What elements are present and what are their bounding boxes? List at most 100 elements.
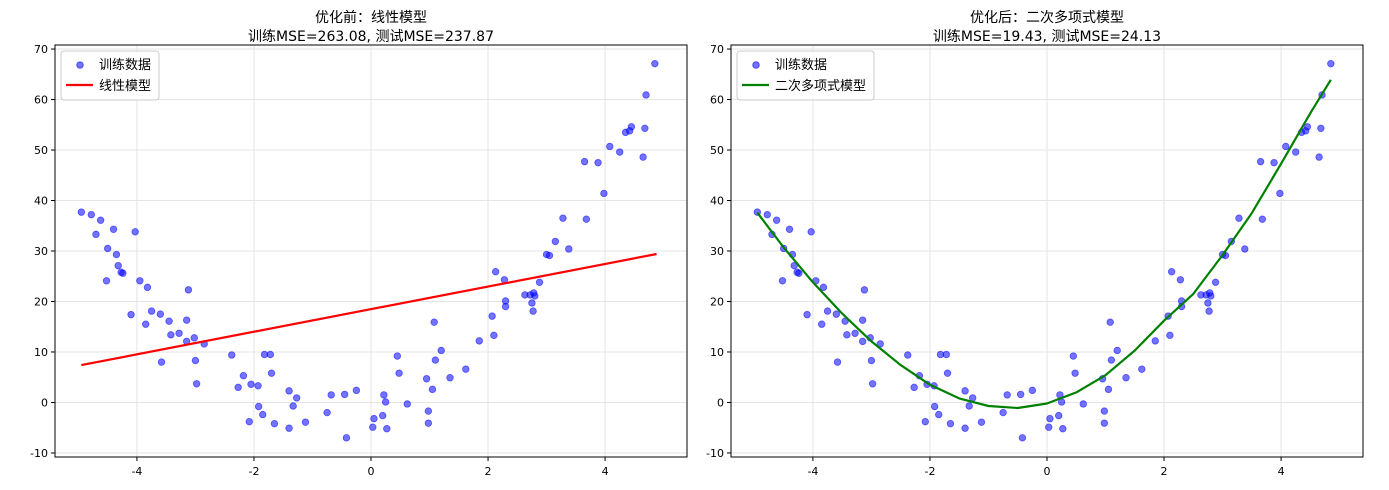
right-data-point (921, 417, 929, 426)
left-data-point (127, 310, 135, 319)
left-data-point (192, 380, 201, 388)
left-data-point (594, 158, 602, 167)
left-data-point (289, 402, 297, 410)
right-legend-scatter-label: 训练数据 (775, 58, 827, 73)
left-data-point (639, 153, 647, 161)
left-legend-line-label: 线性模型 (99, 79, 151, 94)
right-data-point (772, 216, 781, 224)
left-data-point (430, 318, 438, 326)
right-legend-box (736, 50, 875, 101)
right-data-point (930, 402, 939, 411)
right-model-line (756, 79, 1332, 410)
left-data-point (301, 418, 310, 426)
right-data-point (1138, 365, 1146, 373)
right-chart-panel: 优化后：二次多项式模型 训练MSE=19.43, 测试MSE=24.13 -4-… (706, 9, 1364, 478)
right-data-point (1282, 142, 1290, 151)
right-data-point (942, 350, 951, 359)
left-y-tick-label: 10 (34, 346, 48, 359)
right-data-point (1104, 385, 1113, 394)
left-y-tick-label: 30 (34, 245, 48, 258)
right-data-point (823, 307, 832, 315)
left-data-point (383, 425, 391, 433)
left-data-point (131, 228, 139, 236)
right-data-point (1003, 391, 1011, 399)
left-data-point (136, 277, 144, 285)
left-data-point (285, 424, 293, 432)
left-data-point (147, 307, 156, 315)
left-data-point (528, 299, 536, 307)
right-data-point (965, 402, 973, 410)
right-x-tick-label: 2 (1161, 465, 1168, 478)
left-data-point (165, 317, 173, 325)
left-data-point (143, 283, 152, 292)
left-data-point (381, 398, 390, 406)
left-data-point (551, 237, 560, 246)
right-legend-line-label: 二次多项式模型 (775, 78, 866, 94)
left-data-point (254, 382, 262, 390)
left-chart-title: 优化前：线性模型 (315, 9, 427, 26)
right-data-point (851, 329, 859, 337)
left-data-point (96, 216, 105, 224)
right-data-point (763, 210, 771, 219)
right-data-point (1317, 124, 1325, 133)
left-y-tick-label: 0 (41, 396, 48, 409)
left-legend: 训练数据 线性模型 (60, 50, 160, 101)
right-data-point (1100, 407, 1109, 415)
left-data-point (565, 245, 573, 253)
right-data-point (977, 418, 986, 426)
right-x-tick-label: 0 (1044, 465, 1051, 478)
left-y-tick-label: 20 (34, 295, 48, 308)
right-x-tick-label: -2 (924, 465, 935, 478)
right-data-point (1069, 352, 1078, 360)
left-x-axis: -4 -2 0 2 4 (131, 457, 609, 478)
left-data-point (103, 244, 112, 253)
left-data-point (77, 208, 86, 216)
right-data-point (1113, 346, 1121, 355)
right-data-point (961, 424, 969, 432)
left-data-point (395, 369, 403, 377)
left-chart-panel: 优化前：线性模型 训练MSE=263.08, 测试MSE=237.87 -4 -2… (30, 9, 688, 478)
right-data-point (1100, 419, 1109, 427)
right-data-point (818, 320, 826, 328)
left-data-point (627, 123, 636, 131)
left-data-point (446, 374, 454, 382)
left-data-point (428, 385, 437, 394)
right-data-point (860, 286, 869, 294)
left-data-point (270, 419, 279, 428)
left-data-point (157, 358, 166, 366)
right-legend-scatter-marker (752, 61, 760, 69)
left-data-point (191, 356, 200, 365)
right-data-point (1167, 268, 1176, 276)
left-data-point (234, 383, 242, 392)
left-data-point (582, 215, 591, 223)
left-y-tick-label: 60 (34, 94, 48, 107)
right-data-point (1204, 299, 1212, 307)
right-data-point (1071, 369, 1079, 377)
left-data-point (580, 157, 589, 166)
right-data-point (1055, 411, 1063, 420)
right-data-point (858, 316, 867, 324)
left-data-point (379, 411, 387, 420)
right-data-point (1059, 425, 1067, 433)
right-data-point (1241, 245, 1249, 253)
left-data-point (462, 365, 470, 373)
left-data-point (259, 410, 267, 419)
left-data-point (488, 312, 496, 320)
right-data-point (1256, 157, 1265, 166)
left-y-tick-label: -10 (30, 447, 48, 460)
left-chart-subtitle: 训练MSE=263.08, 测试MSE=237.87 (248, 29, 494, 45)
left-data-point (641, 124, 649, 133)
right-y-tick-label: 60 (710, 94, 724, 107)
right-x-axis: -4 -2 0 2 4 (807, 457, 1285, 478)
right-data-point (1207, 292, 1215, 300)
right-data-point (819, 283, 828, 292)
left-y-tick-label: 70 (34, 43, 48, 56)
right-y-tick-label: 50 (710, 144, 724, 157)
right-data-point (943, 369, 952, 377)
right-data-point (832, 310, 841, 318)
right-data-point (803, 310, 811, 319)
right-plot-marks (753, 59, 1335, 442)
left-legend-scatter-label: 训练数据 (99, 58, 151, 73)
left-data-point (119, 269, 127, 277)
right-data-point (867, 356, 876, 365)
